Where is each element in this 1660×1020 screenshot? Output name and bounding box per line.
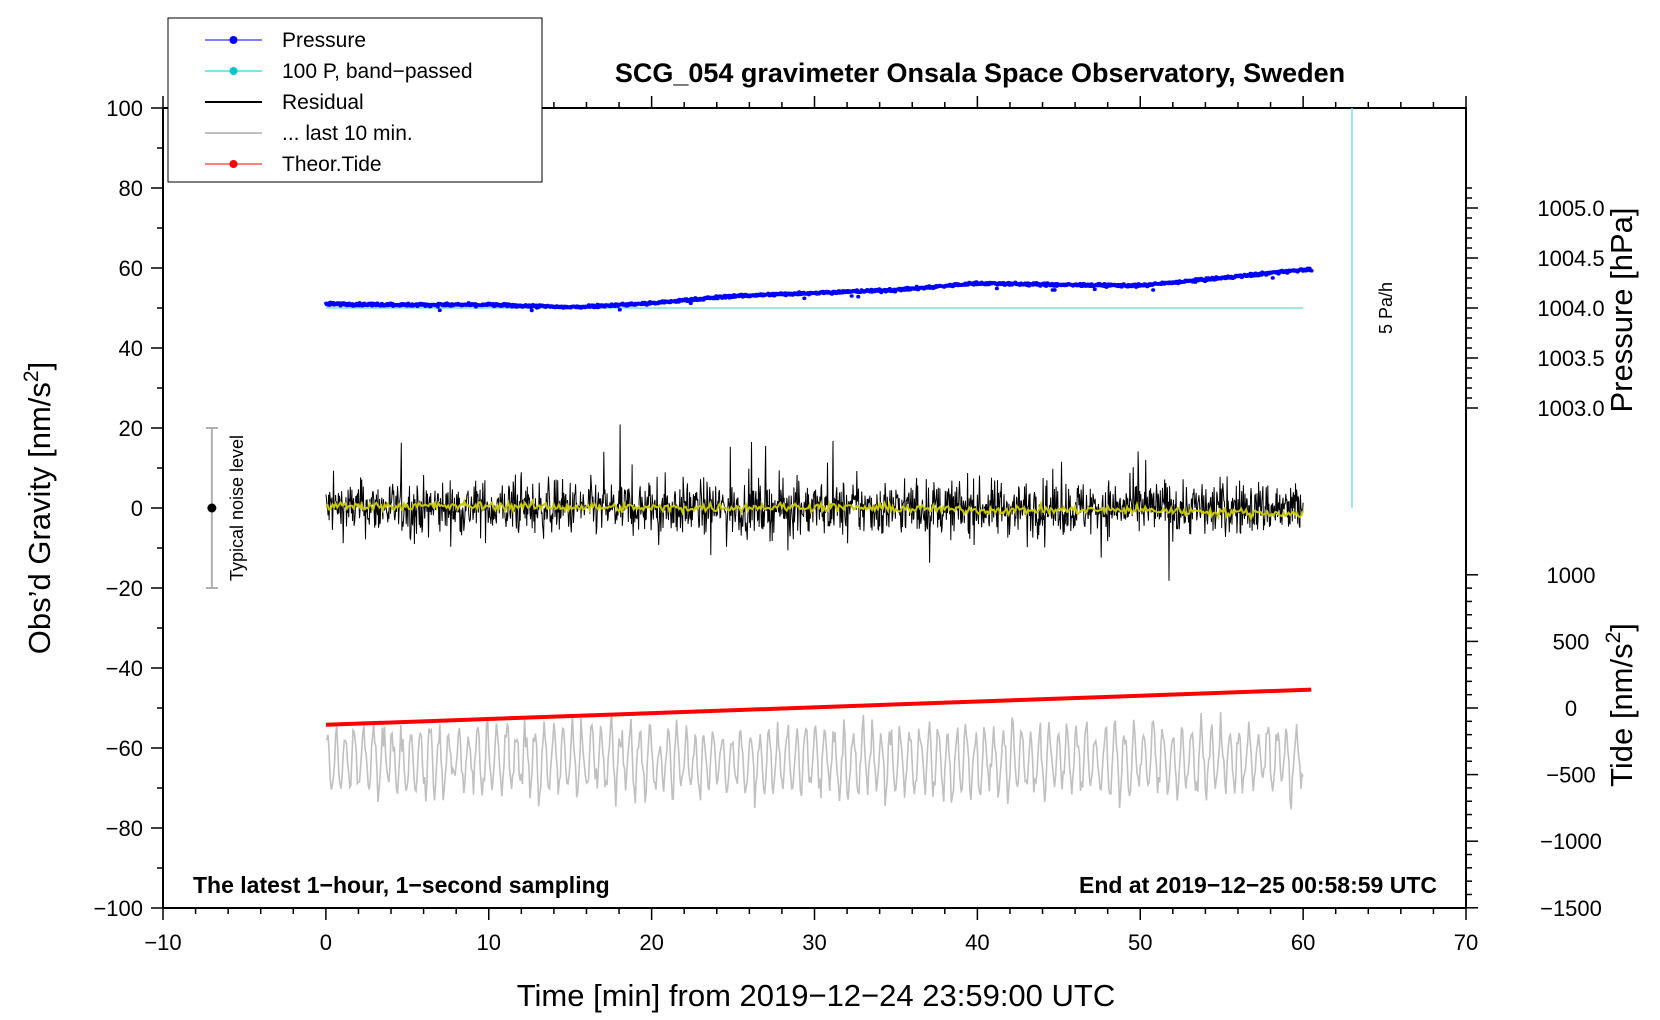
left-y-axis-label: Obs’d Gravity [nm/s2]: [20, 362, 57, 655]
pressure-tick-label: 1003.0: [1537, 396, 1604, 421]
tide-tick-label: −1000: [1540, 829, 1602, 854]
pressure-axis-label: Pressure [hPa]: [1604, 207, 1639, 412]
pressure-axis: 1005.0 1004.5 1004.0 1003.5 1003.0: [1466, 187, 1605, 421]
tide-tick-label: 0: [1565, 696, 1577, 721]
y-tick-label: 100: [106, 96, 143, 121]
pressure-tick-label: 1004.5: [1537, 246, 1604, 271]
theoretical-tide-line: [325, 687, 1312, 727]
x-tick-label: 70: [1454, 930, 1478, 955]
residual-smoothed-line: [325, 498, 1305, 522]
series-layer: [324, 266, 1314, 810]
x-tick-label: 60: [1291, 930, 1315, 955]
x-axis-label: Time [min] from 2019−12−24 23:59:00 UTC: [517, 978, 1116, 1013]
legend-label: Theor.Tide: [282, 153, 382, 176]
legend-label: 100 P, band−passed: [282, 60, 473, 83]
y-tick-label: 80: [119, 176, 143, 201]
tide-tick-label: 500: [1553, 629, 1590, 654]
legend-entry: Residual: [205, 91, 364, 114]
y-tick-label: 20: [119, 416, 143, 441]
legend-label: Pressure: [282, 29, 366, 52]
legend-box: [167, 17, 543, 183]
x-tick-label: −10: [144, 930, 181, 955]
y-tick-label: −60: [106, 736, 143, 761]
legend-entry: ... last 10 min.: [205, 122, 413, 145]
y-tick-label: −20: [106, 576, 143, 601]
tide-tick-label: 1000: [1547, 563, 1596, 588]
tide-axis: 1000 500 0 −500 −1000 −1500: [1466, 563, 1602, 921]
pressure-dots: [324, 266, 1314, 313]
x-tick-label: 0: [320, 930, 332, 955]
legend: Pressure 100 P, band−passed Residual ... la…: [167, 17, 543, 183]
left-y-axis: −100 −80 −60 −40 −20 0 20 40 60 80 100: [93, 96, 163, 921]
x-axis: −10 0 10 20 30 40 50 60 70: [144, 96, 1478, 955]
legend-entry: 100 P, band−passed: [205, 60, 473, 83]
tide-tick-label: −1500: [1540, 896, 1602, 921]
noise-bar-center: [207, 503, 217, 513]
pressure-tick-label: 1003.5: [1537, 346, 1604, 371]
y-tick-label: −100: [93, 896, 143, 921]
pressure-tick-label: 1004.0: [1537, 296, 1604, 321]
y-tick-label: 60: [119, 256, 143, 281]
tide-tick-label: −500: [1546, 763, 1596, 788]
legend-entry: Theor.Tide: [205, 153, 382, 176]
rate-bar-label: 5 Pa/h: [1376, 282, 1396, 334]
x-tick-label: 20: [639, 930, 663, 955]
legend-swatch-dot: [229, 36, 238, 44]
x-tick-label: 10: [477, 930, 501, 955]
pressure-tick-label: 1005.0: [1537, 196, 1604, 221]
end-time-annotation: End at 2019−12−25 00:58:59 UTC: [1079, 872, 1437, 898]
legend-label: ... last 10 min.: [282, 122, 413, 145]
x-tick-label: 40: [965, 930, 989, 955]
legend-label: Residual: [282, 91, 364, 114]
y-tick-label: −40: [106, 656, 143, 681]
noise-level-label: Typical noise level: [227, 435, 247, 581]
chart-title: SCG_054 gravimeter Onsala Space Observat…: [615, 58, 1345, 88]
y-tick-label: −80: [106, 816, 143, 841]
x-tick-label: 30: [802, 930, 826, 955]
noise-level-indicator: [205, 427, 218, 589]
residual-line: [325, 424, 1304, 581]
x-tick-label: 50: [1128, 930, 1152, 955]
last-10-min-line: [325, 711, 1304, 810]
legend-entry: Pressure: [205, 29, 366, 52]
y-tick-label: 40: [119, 336, 143, 361]
legend-swatch-dot: [229, 67, 238, 75]
y-tick-label: 0: [131, 496, 143, 521]
legend-swatch-dot: [229, 160, 238, 168]
sampling-annotation: The latest 1−hour, 1−second sampling: [193, 872, 610, 898]
tide-axis-label: Tide [nm/s2]: [1602, 623, 1639, 787]
